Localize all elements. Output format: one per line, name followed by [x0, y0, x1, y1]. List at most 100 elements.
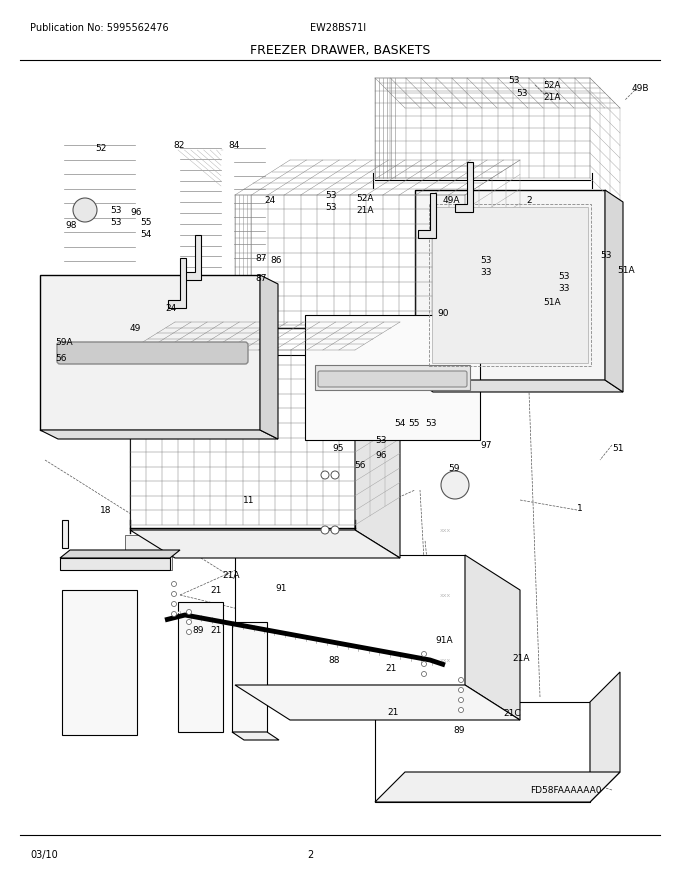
Text: EW28BS71I: EW28BS71I	[310, 23, 366, 33]
Text: FD58FAAAAAA0: FD58FAAAAAA0	[530, 786, 602, 795]
Polygon shape	[455, 162, 473, 212]
Text: 51: 51	[612, 444, 624, 452]
Circle shape	[321, 526, 329, 534]
Circle shape	[458, 687, 464, 693]
Text: 21A: 21A	[222, 570, 239, 580]
Text: 55: 55	[408, 419, 420, 428]
Text: 82: 82	[173, 141, 184, 150]
Polygon shape	[415, 190, 605, 380]
Polygon shape	[432, 207, 588, 363]
Text: 51A: 51A	[543, 297, 560, 306]
Text: 55: 55	[140, 217, 152, 226]
Text: 49: 49	[130, 324, 141, 333]
Text: 2: 2	[307, 850, 313, 860]
Polygon shape	[125, 535, 172, 570]
Circle shape	[458, 708, 464, 713]
Text: FREEZER DRAWER, BASKETS: FREEZER DRAWER, BASKETS	[250, 43, 430, 56]
Polygon shape	[60, 550, 180, 558]
Text: 96: 96	[375, 451, 386, 459]
Polygon shape	[260, 275, 278, 439]
Text: 21: 21	[387, 708, 398, 716]
Text: 53: 53	[325, 190, 337, 200]
Polygon shape	[183, 235, 201, 280]
FancyBboxPatch shape	[57, 342, 248, 364]
Text: 98: 98	[65, 221, 77, 230]
Text: 18: 18	[100, 505, 112, 515]
Polygon shape	[130, 530, 400, 558]
Text: 1: 1	[577, 503, 583, 512]
Circle shape	[171, 612, 177, 617]
Text: 54: 54	[140, 230, 152, 238]
Text: 21: 21	[210, 585, 222, 595]
Text: 53: 53	[110, 206, 122, 215]
Text: xxx: xxx	[440, 657, 452, 663]
Text: 21A: 21A	[543, 92, 560, 101]
Circle shape	[186, 610, 192, 614]
Text: 89: 89	[192, 626, 203, 634]
Text: 24: 24	[165, 304, 176, 312]
Text: 59A: 59A	[55, 338, 73, 347]
Text: 53: 53	[375, 436, 386, 444]
Text: 90: 90	[437, 309, 449, 318]
Polygon shape	[315, 365, 470, 390]
Circle shape	[458, 698, 464, 702]
Text: 24: 24	[264, 195, 275, 204]
Text: 21A: 21A	[512, 654, 530, 663]
Circle shape	[321, 471, 329, 479]
FancyBboxPatch shape	[318, 371, 467, 387]
Polygon shape	[232, 622, 267, 732]
Text: 21: 21	[385, 664, 396, 672]
Circle shape	[331, 471, 339, 479]
Text: 52A: 52A	[356, 194, 373, 202]
Text: 53: 53	[425, 419, 437, 428]
Circle shape	[186, 620, 192, 625]
Polygon shape	[168, 258, 186, 308]
Text: Publication No: 5995562476: Publication No: 5995562476	[30, 23, 169, 33]
Text: 59: 59	[448, 464, 460, 473]
Text: 52: 52	[95, 143, 106, 152]
Text: 56: 56	[55, 354, 67, 363]
Text: 86: 86	[270, 255, 282, 265]
Circle shape	[441, 471, 469, 499]
Polygon shape	[62, 520, 68, 548]
Circle shape	[171, 582, 177, 586]
Polygon shape	[130, 355, 355, 530]
Text: 2: 2	[526, 195, 532, 204]
Circle shape	[422, 662, 426, 666]
Text: 96: 96	[130, 208, 141, 216]
Polygon shape	[418, 193, 436, 238]
Text: 87: 87	[255, 274, 267, 282]
Text: 95: 95	[332, 444, 343, 452]
Text: 53: 53	[516, 89, 528, 98]
Polygon shape	[465, 555, 520, 720]
Polygon shape	[235, 685, 520, 720]
Polygon shape	[235, 555, 465, 685]
Polygon shape	[375, 772, 620, 802]
Text: 52A: 52A	[543, 80, 560, 90]
Polygon shape	[355, 355, 400, 558]
Polygon shape	[590, 672, 620, 802]
Text: 54: 54	[394, 419, 405, 428]
Text: 53: 53	[600, 251, 611, 260]
Polygon shape	[232, 732, 279, 740]
Circle shape	[422, 671, 426, 677]
Text: 56: 56	[354, 460, 365, 470]
Text: 89: 89	[453, 725, 464, 735]
Text: 97: 97	[480, 441, 492, 450]
Text: 53: 53	[480, 255, 492, 265]
Text: xxx: xxx	[440, 592, 452, 598]
Text: 21C: 21C	[503, 708, 521, 717]
Polygon shape	[40, 430, 278, 439]
Text: 91A: 91A	[435, 635, 453, 644]
Text: 91: 91	[275, 583, 286, 592]
Text: 53: 53	[325, 202, 337, 211]
Text: 33: 33	[480, 268, 492, 276]
Circle shape	[422, 651, 426, 656]
Polygon shape	[605, 190, 623, 392]
Circle shape	[458, 678, 464, 683]
Circle shape	[73, 198, 97, 222]
Text: 03/10: 03/10	[30, 850, 58, 860]
Text: 33: 33	[558, 283, 569, 292]
Text: 49B: 49B	[632, 84, 649, 92]
Text: 84: 84	[228, 141, 239, 150]
